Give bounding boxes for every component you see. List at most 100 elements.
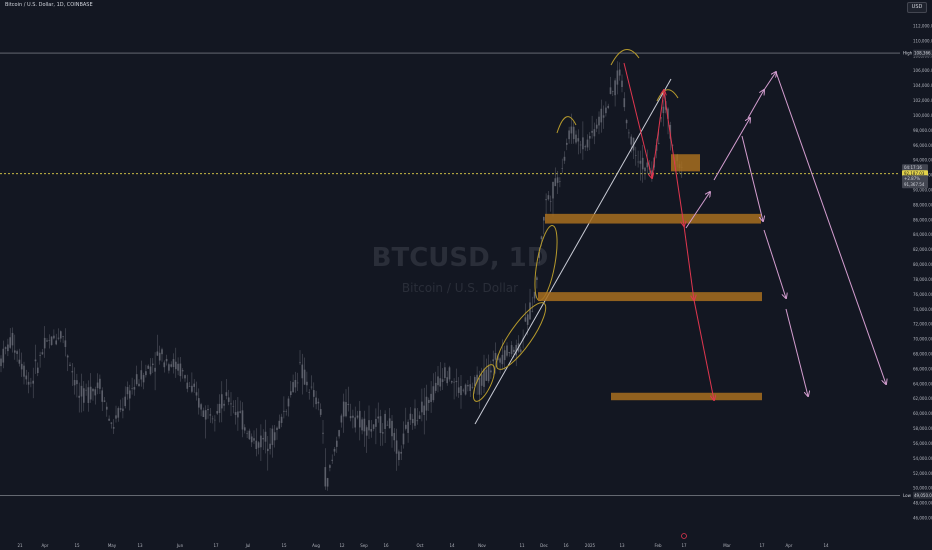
candle-body — [310, 386, 313, 388]
candle-body — [262, 438, 264, 440]
candle-body — [428, 399, 430, 403]
candle-body — [423, 405, 425, 415]
time-axis[interactable]: 21 Apr 15 May 13 Jun 17 Jul 15 Aug 12 Sep 16 Oct 14 Nov… — [17, 533, 829, 549]
candle-body — [568, 130, 570, 140]
candle-body — [237, 411, 239, 418]
price-tick: 48,000.00 — [913, 501, 932, 506]
time-tick: 2025 — [585, 543, 596, 548]
price-tick: 52,000.00 — [913, 471, 932, 476]
candle-body — [142, 375, 145, 383]
price-tick: 74,000.00 — [913, 307, 932, 312]
price-tick: 62,000.00 — [913, 396, 932, 401]
candle-body — [308, 392, 310, 393]
candle-body — [39, 355, 41, 356]
time-tick: 12 — [339, 543, 345, 548]
candle-body — [126, 386, 129, 395]
event-marker-icon — [681, 533, 687, 539]
candle-body — [269, 443, 271, 449]
candle-body — [278, 420, 281, 429]
candle-body — [547, 195, 550, 200]
candle-body — [271, 428, 274, 445]
projection-arrow — [775, 71, 886, 384]
candle-body — [533, 291, 536, 299]
candle-body — [106, 406, 108, 410]
candle-body — [388, 418, 391, 429]
time-tick: 21 — [17, 543, 23, 548]
top-arc — [656, 89, 679, 102]
candle-body — [662, 106, 665, 114]
candle-body — [62, 335, 64, 337]
price-tick: 100,000.00 — [913, 113, 932, 118]
price-tag-box — [902, 164, 928, 172]
candle-body — [582, 137, 584, 150]
candle-body — [411, 418, 414, 424]
price-tag-text: 91,367.54 — [904, 182, 925, 187]
price-tick: 78,000.00 — [913, 277, 932, 282]
time-tick: Jul — [245, 543, 251, 548]
candle-body — [591, 130, 593, 133]
price-tick: 60,000.00 — [913, 411, 932, 416]
candle-body — [163, 362, 166, 368]
candle-body — [487, 365, 490, 382]
candle-body — [227, 397, 230, 402]
time-tick: Apr — [42, 543, 49, 548]
candle-body — [30, 382, 32, 384]
candle-body — [485, 369, 488, 381]
red-arrow — [651, 90, 664, 179]
candle-body — [200, 404, 202, 410]
candle-body — [384, 413, 386, 429]
candle-body — [416, 420, 419, 422]
candle-body — [559, 181, 561, 182]
candle-body — [524, 317, 527, 322]
pattern-ellipse — [495, 302, 547, 370]
candle-body — [280, 416, 283, 423]
candle-body — [405, 424, 407, 429]
time-tick: Mar — [723, 543, 731, 548]
candle-body — [140, 370, 143, 380]
candle-body — [637, 161, 639, 163]
candle-body — [46, 340, 48, 342]
candle-body — [218, 403, 221, 414]
currency-button[interactable]: USD — [907, 2, 927, 13]
price-axis[interactable]: 112,000.00110,000.00108,000.00106,000.00… — [913, 24, 932, 521]
candle-body — [425, 396, 428, 411]
time-tick: 14 — [823, 543, 829, 548]
time-tick: 17 — [759, 543, 765, 548]
candles — [0, 61, 683, 491]
price-tag-text: +2.87% — [904, 176, 920, 181]
price-tick: 46,000.00 — [913, 516, 932, 521]
candle-body — [129, 390, 131, 399]
drawings[interactable] — [469, 49, 886, 425]
price-tick: 88,000.00 — [913, 202, 932, 207]
candle-body — [76, 380, 78, 385]
candle-body — [165, 358, 168, 362]
time-tick: Sep — [360, 543, 368, 548]
candle-body — [370, 429, 373, 432]
candle-body — [561, 168, 563, 169]
candle-body — [368, 420, 370, 431]
candle-body — [20, 363, 23, 370]
chart-title: Bitcoin / U.S. Dollar, 1D, COINBASE — [5, 2, 93, 8]
candle-body — [292, 382, 294, 393]
price-tick: 64,000.00 — [913, 381, 932, 386]
candle-body — [69, 364, 71, 366]
candle-body — [168, 364, 170, 371]
time-tick: 13 — [619, 543, 625, 548]
candle-body — [549, 201, 552, 202]
candle-body — [421, 401, 423, 413]
candle-body — [257, 442, 260, 448]
candle-body — [103, 400, 106, 402]
candle-body — [214, 419, 216, 421]
candle-body — [338, 430, 340, 437]
projection-arrow — [741, 135, 763, 221]
candle-body — [322, 432, 324, 434]
candle-body — [577, 138, 580, 142]
candle-body — [83, 388, 85, 403]
candle-body — [195, 392, 198, 396]
candle-body — [598, 116, 600, 126]
candle-body — [345, 402, 347, 417]
price-tick: 56,000.00 — [913, 441, 932, 446]
candle-body — [85, 389, 87, 391]
candle-body — [37, 367, 39, 374]
